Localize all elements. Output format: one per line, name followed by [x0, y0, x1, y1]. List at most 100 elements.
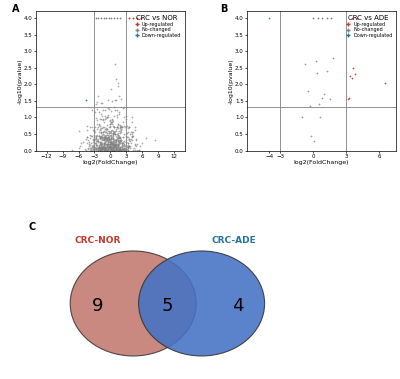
Point — [114, 145, 120, 151]
Point — [111, 144, 117, 150]
Point — [126, 143, 132, 149]
Point — [111, 141, 118, 147]
Point — [350, 65, 356, 71]
Point — [92, 140, 98, 146]
Point — [111, 142, 118, 148]
Point — [102, 125, 109, 132]
Point — [102, 146, 108, 152]
Point — [116, 146, 123, 152]
Point — [97, 146, 104, 152]
Point — [117, 146, 123, 152]
Point — [105, 135, 112, 141]
Point — [352, 71, 358, 77]
Point — [112, 147, 118, 153]
Point — [124, 146, 130, 152]
Point — [116, 135, 122, 141]
Point — [83, 123, 90, 129]
Point — [92, 102, 99, 108]
Point — [129, 133, 136, 139]
Point — [114, 107, 120, 113]
Point — [84, 127, 91, 133]
Point — [102, 133, 108, 139]
Point — [113, 142, 120, 148]
Point — [98, 129, 104, 135]
Point — [106, 122, 113, 128]
Point — [98, 146, 104, 152]
Point — [97, 146, 103, 152]
Point — [106, 121, 113, 127]
Point — [111, 124, 118, 130]
Point — [133, 137, 139, 143]
Point — [85, 141, 92, 147]
Point — [86, 145, 93, 151]
Point — [116, 146, 122, 152]
Point — [114, 80, 121, 86]
Point — [104, 138, 111, 144]
Point — [93, 135, 100, 141]
Point — [98, 142, 105, 148]
Point — [104, 144, 111, 150]
Point — [105, 145, 111, 151]
Point — [106, 132, 113, 138]
Point — [102, 147, 108, 153]
Point — [100, 145, 107, 151]
Point — [117, 144, 123, 150]
Point — [132, 141, 138, 147]
Point — [117, 138, 123, 144]
Point — [110, 147, 117, 153]
Point — [91, 144, 97, 150]
Point — [90, 145, 96, 151]
Point — [101, 146, 107, 152]
Point — [105, 105, 111, 111]
Point — [126, 143, 132, 149]
Point — [108, 133, 114, 139]
Point — [106, 137, 112, 143]
Point — [112, 137, 118, 143]
Point — [120, 146, 126, 152]
Point — [104, 136, 110, 142]
Point — [312, 58, 319, 64]
Point — [118, 137, 124, 143]
Point — [108, 141, 114, 147]
Point — [100, 116, 106, 122]
Point — [94, 99, 100, 105]
Point — [317, 114, 323, 121]
Point — [119, 139, 126, 145]
Point — [98, 116, 104, 122]
Point — [100, 136, 106, 142]
Point — [115, 138, 121, 144]
Point — [86, 139, 92, 145]
Point — [319, 94, 325, 100]
Point — [116, 138, 122, 144]
Point — [107, 144, 113, 150]
Point — [101, 119, 107, 125]
Point — [110, 138, 116, 144]
Point — [128, 136, 134, 143]
Point — [112, 146, 119, 152]
Point — [113, 147, 120, 153]
Point — [111, 144, 117, 150]
Point — [98, 134, 104, 140]
Point — [117, 130, 123, 136]
Point — [96, 133, 102, 139]
Point — [108, 136, 114, 142]
Point — [104, 136, 111, 143]
Point — [84, 138, 91, 144]
Point — [121, 131, 127, 137]
Point — [88, 124, 95, 130]
Point — [105, 134, 111, 140]
Point — [110, 130, 117, 136]
Point — [113, 114, 120, 120]
Point — [126, 124, 133, 130]
Point — [110, 141, 116, 147]
Point — [112, 143, 118, 149]
Point — [92, 129, 98, 135]
Point — [116, 146, 122, 152]
Point — [102, 134, 109, 140]
Point — [120, 105, 126, 111]
Point — [105, 145, 112, 151]
Point — [97, 133, 104, 139]
Point — [130, 133, 136, 139]
Point — [124, 143, 130, 149]
Text: C: C — [29, 222, 36, 232]
